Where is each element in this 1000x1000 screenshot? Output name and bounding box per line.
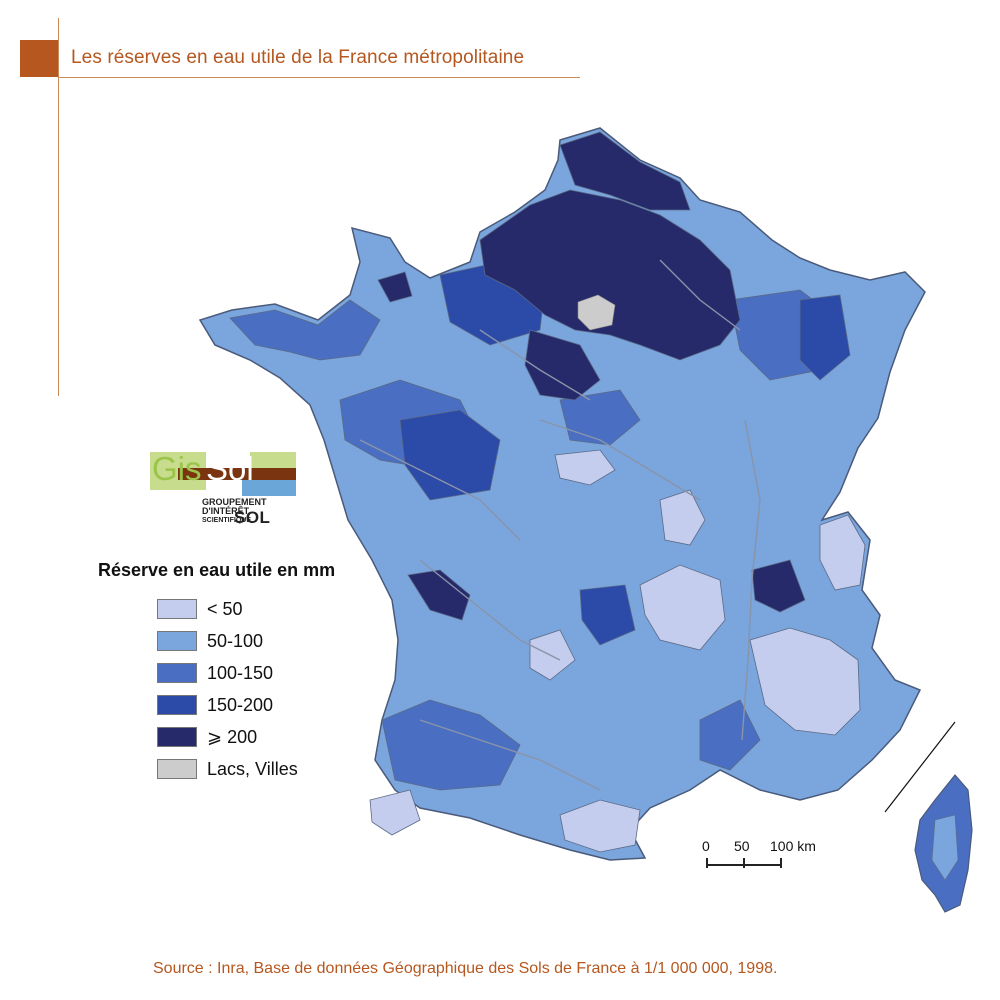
- zone-lt50-south: [529, 629, 576, 681]
- gissol-logo-sub-line-1: GROUPEMENT: [202, 497, 267, 507]
- legend-swatch: [157, 631, 197, 651]
- gissol-logo-subtitle: GROUPEMENT D'INTÉRÊT SCIENTIFIQUE: [202, 498, 302, 525]
- zone-lt50-champagne: [554, 449, 616, 486]
- legend-item: < 50: [157, 593, 298, 625]
- legend: < 50 50-100 100-150 150-200 ⩾ 200 Lacs, Ville…: [157, 593, 298, 785]
- zone-150-200-center-west: [399, 409, 501, 501]
- legend-label: Lacs, Villes: [207, 758, 298, 779]
- legend-item: 100-150: [157, 657, 298, 689]
- zone-lt50-pyrenees: [559, 799, 641, 853]
- legend-item: Lacs, Villes: [157, 753, 298, 785]
- zone-100-150-brittany: [229, 299, 381, 361]
- scale-label-50: 50: [734, 838, 750, 854]
- header-accent-square: [20, 40, 58, 77]
- legend-label: < 50: [207, 598, 243, 619]
- gissol-logo-sub-line-3: SCIENTIFIQUE: [202, 517, 252, 524]
- zone-150-200-alsace: [799, 294, 851, 381]
- scale-tick: [780, 858, 782, 868]
- legend-label: 100-150: [207, 662, 274, 683]
- zone-lt50-massif-central: [639, 564, 726, 651]
- gissol-logo-word-sol: Sol: [206, 450, 254, 487]
- legend-label: 150-200: [207, 694, 274, 715]
- legend-item: 50-100: [157, 625, 298, 657]
- river-valleys: [359, 259, 761, 791]
- header-vertical-rule: [58, 18, 59, 396]
- zone-100-150-aquitaine: [381, 699, 521, 791]
- zone-ge200-bresse: [751, 559, 806, 613]
- legend-item: ⩾ 200: [157, 721, 298, 753]
- legend-title: Réserve en eau utile en mm: [98, 560, 336, 580]
- gissol-logo-sub-sol: SOL: [234, 508, 271, 527]
- zone-ge200-picardy: [479, 189, 741, 361]
- scale-label-0: 0: [702, 838, 710, 854]
- zone-100-150-rhone: [699, 699, 761, 771]
- gissol-logo-word-gis: Gis: [152, 450, 202, 487]
- zone-ge200-nord: [559, 131, 691, 211]
- legend-item: 150-200: [157, 689, 298, 721]
- scale-tick: [743, 858, 745, 868]
- gissol-logo-sub-line-2: D'INTÉRÊT: [202, 506, 250, 516]
- scale-label-100: 100 km: [770, 838, 816, 854]
- zone-lt50-sw: [369, 789, 421, 836]
- gissol-logo: Gis Sol GROUPEMENT D'INTÉRÊT SCIENTIFIQU…: [150, 450, 302, 538]
- legend-swatch: [157, 695, 197, 715]
- scale-tick: [706, 858, 708, 868]
- legend-swatch: [157, 727, 197, 747]
- zone-ge200-vendee: [407, 569, 471, 621]
- map-title: Les réserves en eau utile de la France m…: [71, 47, 525, 68]
- zone-100-150-center: [559, 389, 641, 446]
- zone-lt50-alps: [749, 627, 861, 736]
- corsica-interior: [931, 814, 959, 881]
- header-horizontal-rule: [58, 77, 580, 78]
- legend-swatch: [157, 599, 197, 619]
- legend-label: ⩾ 200: [207, 726, 258, 747]
- city-paris: [577, 294, 616, 331]
- zone-150-200-limousin: [579, 584, 636, 646]
- source-note: Source : Inra, Base de données Géographi…: [153, 960, 778, 977]
- corsica-separator-line: [884, 721, 956, 813]
- legend-label: 50-100: [207, 630, 264, 651]
- scale-bar: 0 50 100 km: [702, 838, 832, 878]
- legend-swatch: [157, 663, 197, 683]
- gissol-logo-mark: Gis Sol: [150, 450, 298, 496]
- zone-ge200-brittany-north: [377, 271, 413, 303]
- legend-swatch: [157, 759, 197, 779]
- zone-ge200-beauce: [524, 329, 601, 401]
- zone-lt50-jura: [819, 514, 866, 591]
